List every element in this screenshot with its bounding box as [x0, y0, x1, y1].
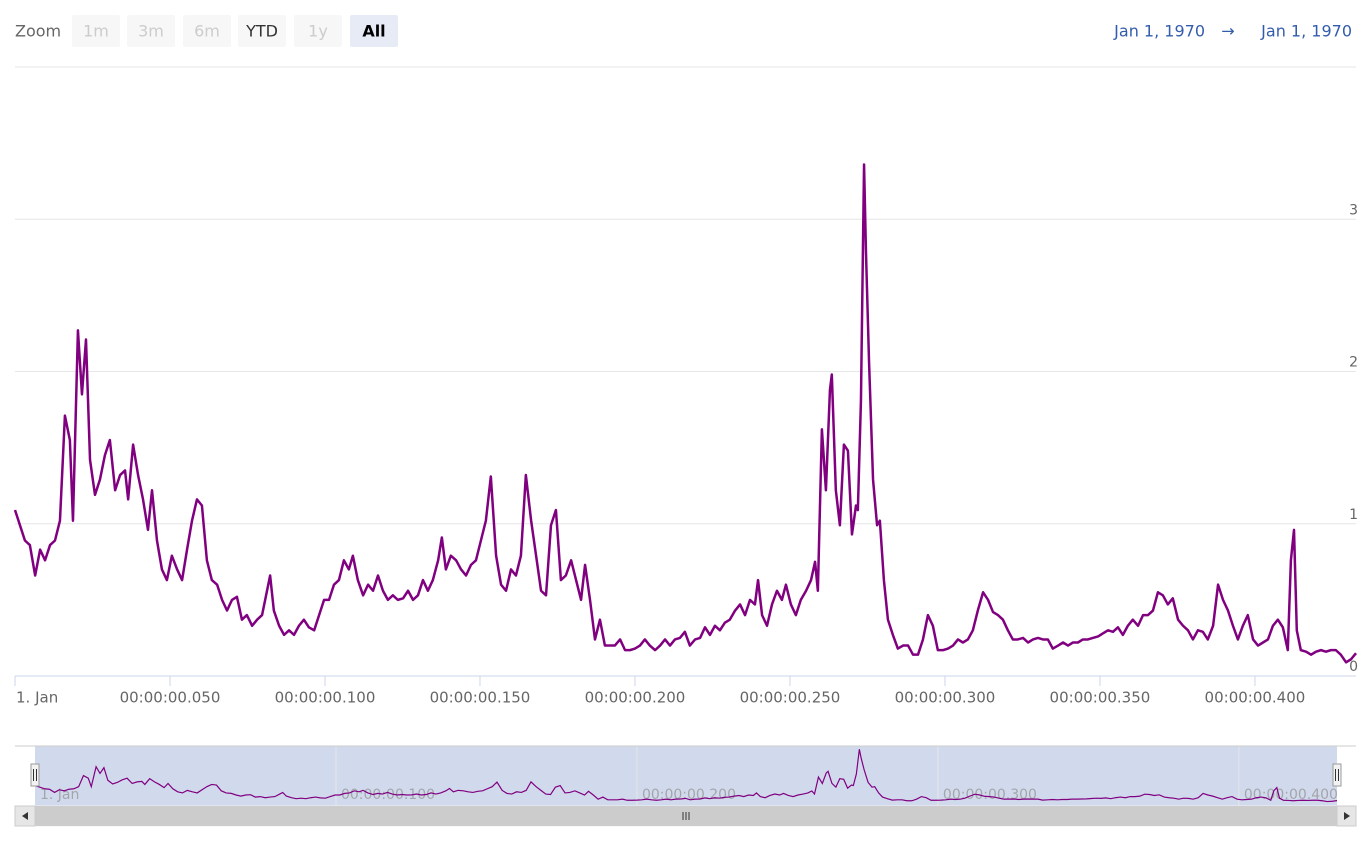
range-button-label[interactable]: 1m — [83, 22, 109, 41]
x-tick-label: 00:00:00.050 — [120, 689, 221, 707]
range-button[interactable] — [72, 15, 120, 47]
navigator-handle-grip — [33, 769, 37, 781]
navigator-tick-label: 1. Jan — [40, 787, 79, 803]
x-tick-label: 1. Jan — [16, 689, 58, 707]
date-from: Jan 1, 1970 — [1113, 22, 1205, 41]
x-tick-label: 00:00:00.350 — [1050, 689, 1151, 707]
range-button[interactable] — [350, 15, 398, 47]
x-tick-label: 00:00:00.250 — [740, 689, 841, 707]
navigator-mask — [15, 746, 35, 806]
y-tick-label: 0 — [1349, 659, 1358, 675]
scrollbar-grip — [682, 812, 690, 820]
date-arrow: → — [1221, 22, 1234, 41]
range-button[interactable] — [238, 15, 286, 47]
data-line — [13, 163, 1357, 664]
navigator-line — [34, 749, 1338, 803]
y-tick-label: 1 — [1349, 507, 1358, 523]
x-tick-label: 00:00:00.400 — [1205, 689, 1306, 707]
date-to: Jan 1, 1970 — [1260, 22, 1352, 41]
y-tick-label: 3 — [1349, 202, 1358, 218]
range-button[interactable] — [183, 15, 231, 47]
navigator-handle[interactable] — [1332, 763, 1342, 787]
scrollbar-right-arrow — [1344, 812, 1350, 820]
navigator-tick-label: 00:00:00.300 — [943, 787, 1037, 803]
range-button-label[interactable]: All — [362, 22, 385, 41]
zoom-label: Zoom — [15, 22, 61, 41]
range-button-label[interactable]: 1y — [308, 22, 328, 41]
range-button[interactable] — [127, 15, 175, 47]
range-button-label[interactable]: 3m — [138, 22, 164, 41]
range-button-label[interactable]: YTD — [245, 22, 278, 41]
scrollbar-left-arrow — [22, 812, 28, 820]
range-button-label[interactable]: 6m — [194, 22, 220, 41]
x-tick-label: 00:00:00.300 — [895, 689, 996, 707]
x-tick-label: 00:00:00.100 — [275, 689, 376, 707]
x-tick-label: 00:00:00.150 — [430, 689, 531, 707]
navigator-handle-grip — [1335, 769, 1339, 781]
navigator-handle[interactable] — [30, 763, 40, 787]
x-tick-label: 00:00:00.200 — [585, 689, 686, 707]
y-tick-label: 2 — [1349, 355, 1358, 371]
range-button[interactable] — [294, 15, 342, 47]
